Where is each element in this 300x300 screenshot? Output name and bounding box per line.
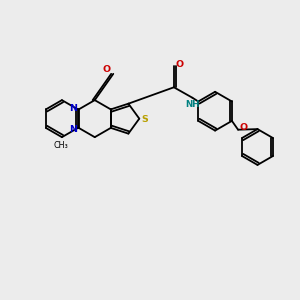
Text: O: O (103, 65, 111, 74)
Text: S: S (141, 115, 148, 124)
Text: O: O (239, 123, 247, 132)
Text: N: N (69, 124, 77, 134)
Text: NH: NH (185, 100, 200, 109)
Text: N: N (69, 104, 77, 113)
Text: O: O (175, 59, 183, 68)
Text: CH₃: CH₃ (54, 141, 68, 150)
